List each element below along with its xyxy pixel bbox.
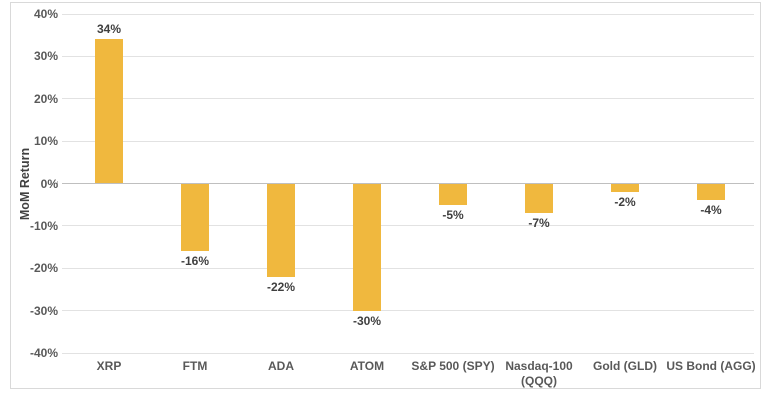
y-tick-label: -20% xyxy=(29,261,58,276)
gridline xyxy=(62,225,754,227)
zero-axis-line xyxy=(62,183,754,184)
gridline xyxy=(62,267,754,269)
category-label: Nasdaq-100 (QQQ) xyxy=(505,359,573,388)
gridline xyxy=(62,13,754,15)
y-tick-label: -10% xyxy=(29,218,58,233)
gridline xyxy=(62,55,754,57)
zero-axis-tick xyxy=(57,180,58,187)
y-tick-label: 40% xyxy=(33,7,58,21)
y-tick-label: 20% xyxy=(33,91,58,106)
y-tick-label: 30% xyxy=(33,49,58,64)
gridline xyxy=(62,140,754,142)
gridline xyxy=(62,352,754,354)
bar-s-p-500-spy- xyxy=(439,183,467,205)
data-label: -16% xyxy=(180,254,209,269)
y-axis-title: MoM Return xyxy=(18,147,32,220)
data-label: -5% xyxy=(442,207,464,222)
category-label: ATOM xyxy=(349,359,385,373)
data-label: -22% xyxy=(266,279,295,294)
category-label: S&P 500 (SPY) xyxy=(411,359,495,373)
y-tick-label: -40% xyxy=(29,346,58,360)
bar-atom xyxy=(353,183,381,311)
category-label: FTM xyxy=(182,359,208,373)
bar-xrp xyxy=(95,39,123,184)
data-label: -2% xyxy=(614,194,636,209)
data-label: -7% xyxy=(528,216,550,231)
category-label: XRP xyxy=(96,359,122,373)
category-label: Gold (GLD) xyxy=(593,359,657,373)
data-label: 34% xyxy=(96,22,122,37)
data-label: -4% xyxy=(700,203,722,218)
bar-nasdaq-100 xyxy=(525,183,553,214)
bar-ada xyxy=(267,183,295,277)
category-label: US Bond (AGG) xyxy=(666,359,756,373)
gridline xyxy=(62,310,754,312)
bar-gold-gld- xyxy=(611,183,639,192)
y-tick-label: 10% xyxy=(33,134,58,149)
y-tick-label: -30% xyxy=(29,303,58,318)
data-label: -30% xyxy=(352,313,381,328)
category-label: ADA xyxy=(268,359,294,373)
gridline xyxy=(62,98,754,100)
chart-frame xyxy=(10,2,761,389)
y-tick-label: 0% xyxy=(40,176,58,191)
bar-ftm xyxy=(181,183,209,252)
bar-us-bond-agg- xyxy=(697,183,725,201)
